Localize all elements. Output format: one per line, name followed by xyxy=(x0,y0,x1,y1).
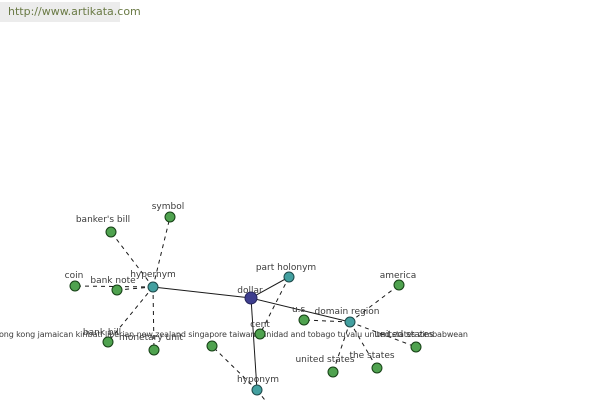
site-url-watermark: http://www.artikata.com xyxy=(0,2,141,22)
edge-part-holonym-cent xyxy=(259,276,290,335)
label-symbol[interactable]: symbol xyxy=(151,202,185,212)
node-united-states-2[interactable] xyxy=(410,341,422,353)
label-the-states[interactable]: the states xyxy=(349,351,395,361)
node-part-holonym[interactable] xyxy=(283,271,295,283)
edge-domain-region-the-states xyxy=(349,321,378,369)
edge-hypernym-bank-bill xyxy=(107,286,154,343)
edge-domain-region-america xyxy=(349,284,400,323)
label-united-states-2[interactable]: united states xyxy=(374,330,434,340)
edge-domain-region-united-states-2 xyxy=(349,321,417,348)
node-hyponym[interactable] xyxy=(251,384,263,396)
node-domain-region[interactable] xyxy=(344,316,356,328)
edge-hypernym-dollar xyxy=(152,286,252,299)
node-us[interactable] xyxy=(298,314,310,326)
node-bank-bill[interactable] xyxy=(102,336,114,348)
edge-hypernym-bankers-bill xyxy=(110,231,154,288)
node-the-states[interactable] xyxy=(371,362,383,374)
node-singapore[interactable] xyxy=(206,340,218,352)
node-coin[interactable] xyxy=(69,280,81,292)
label-hypernym: hypernym xyxy=(130,270,176,280)
label-america[interactable]: america xyxy=(379,271,417,281)
node-united-states[interactable] xyxy=(327,366,339,378)
edge-dollar-domain-region xyxy=(250,297,351,323)
node-monetary-unit[interactable] xyxy=(148,344,160,356)
edge-domain-region-united-states xyxy=(332,321,351,373)
label-dollar[interactable]: dollar xyxy=(237,286,262,296)
edge-hypernym-monetary-unit xyxy=(152,286,155,351)
label-bankers-bill[interactable]: banker's bill xyxy=(75,215,131,225)
node-bankers-bill[interactable] xyxy=(105,226,117,238)
edge-hyponym-singapore xyxy=(211,345,258,391)
edge-dollar-hyponym xyxy=(250,297,258,391)
label-monetary-unit[interactable]: monetary unit xyxy=(119,333,183,343)
label-part-holonym: part holonym xyxy=(255,263,317,273)
label-united-states[interactable]: united states xyxy=(295,355,355,365)
label-coin[interactable]: coin xyxy=(64,271,84,281)
edge-hypernym-coin xyxy=(74,285,154,288)
node-symbol[interactable] xyxy=(164,211,176,223)
node-hypernym[interactable] xyxy=(147,281,159,293)
label-bank-note[interactable]: bank note xyxy=(90,276,136,286)
label-us[interactable]: u.s. xyxy=(291,305,309,315)
label-hyponym: hyponym xyxy=(236,375,280,385)
node-dollar[interactable] xyxy=(244,291,258,305)
label-bank-bill[interactable]: bank bill xyxy=(82,328,122,338)
node-america[interactable] xyxy=(393,279,405,291)
edge-hypernym-bank-note xyxy=(116,286,154,291)
edge-dollar-part-holonym xyxy=(250,276,290,299)
label-cent[interactable]: cent xyxy=(250,320,270,330)
node-cent[interactable] xyxy=(254,328,266,340)
edge-hyponym-offscreen xyxy=(256,389,266,400)
label-domain-region: domain region xyxy=(314,307,380,317)
node-bank-note[interactable] xyxy=(111,284,123,296)
hyponym-country-row[interactable]: hong kong jamaican kiribati liberian new… xyxy=(0,330,468,339)
